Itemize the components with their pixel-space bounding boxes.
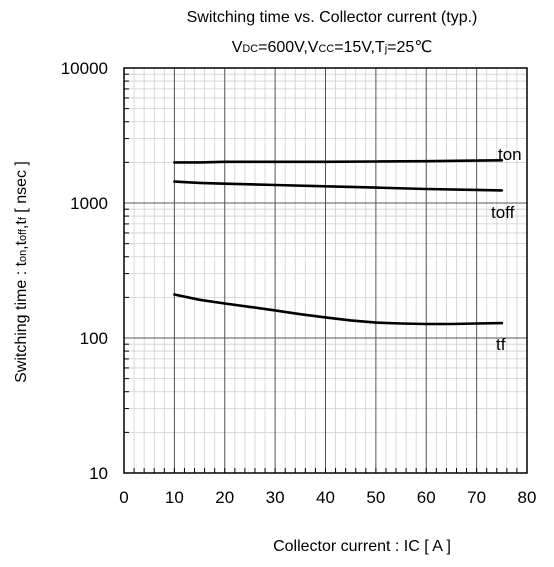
- subscript-text: j: [384, 43, 387, 55]
- label-text: ,t: [13, 220, 30, 229]
- minor-grid: [124, 68, 527, 473]
- x-tick-label: 0: [119, 488, 128, 507]
- chart-title: Switching time vs. Collector current (ty…: [187, 9, 478, 26]
- y-tick-label: 1000: [70, 194, 108, 213]
- x-tick-label: 30: [266, 488, 285, 507]
- x-tick-label: 60: [417, 488, 436, 507]
- x-tick-label: 40: [316, 488, 335, 507]
- label-text: =15V,T: [334, 39, 385, 56]
- series-line-toff: [173, 180, 504, 192]
- subscript-text: CC: [318, 43, 334, 55]
- subscript-text: off: [17, 228, 29, 241]
- series-line-tf: [173, 293, 504, 326]
- x-tick-label: 20: [215, 488, 234, 507]
- y-tick-label: 10000: [61, 59, 108, 78]
- subscript-text: on: [17, 250, 29, 262]
- y-tick-label: 100: [80, 329, 108, 348]
- major-grid: [124, 68, 527, 473]
- label-text: V: [232, 39, 243, 56]
- x-tick-label: 10: [165, 488, 184, 507]
- tick-marks: [124, 73, 518, 473]
- series-line-ton: [173, 159, 504, 164]
- x-tick-label: 50: [366, 488, 385, 507]
- series-label-toff: toff: [491, 203, 515, 222]
- label-text: Switching time : t: [13, 261, 30, 382]
- label-text: =600V,V: [258, 39, 319, 56]
- y-axis-label: Switching time : ton,toff,tf [ nsec ]: [13, 161, 30, 383]
- label-text: ,t: [13, 240, 30, 249]
- label-text: =25℃: [387, 39, 432, 56]
- label-text: [ nsec ]: [13, 161, 30, 217]
- subscript-text: DC: [242, 43, 258, 55]
- series-label-tf: tf: [496, 335, 506, 354]
- x-tick-label: 80: [518, 488, 537, 507]
- x-tick-label: 70: [467, 488, 486, 507]
- chart-subtitle: VDC=600V,VCC=15V,Tj=25℃: [232, 39, 433, 56]
- tick-labels: 0 10 20 30 40 50 60 70 80 10 100 1000 10000: [61, 59, 537, 507]
- y-tick-label: 10: [89, 464, 108, 483]
- subscript-text: f: [17, 216, 29, 220]
- series-labels: ton toff tf: [491, 145, 522, 354]
- x-axis-label: Collector current : IC [ A ]: [273, 538, 451, 555]
- series-label-ton: ton: [498, 145, 522, 164]
- series-lines: [173, 159, 504, 326]
